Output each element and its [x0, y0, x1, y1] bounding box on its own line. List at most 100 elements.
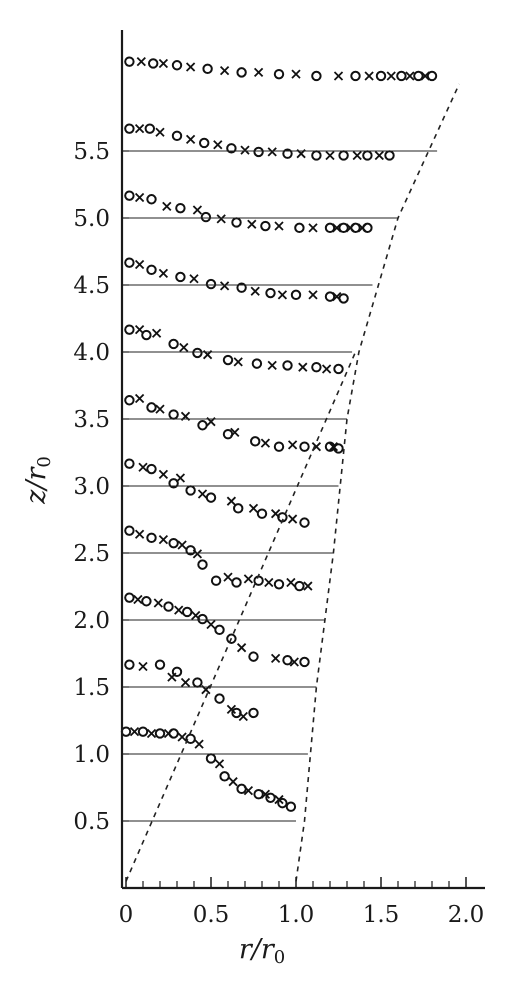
data-point-circle: [141, 329, 152, 341]
data-point-cross: [243, 785, 254, 796]
data-point-circle: [350, 70, 361, 82]
cross-stroke: [247, 219, 257, 229]
x-tick-label: 2.0: [448, 902, 485, 928]
cross-stroke: [206, 619, 216, 630]
cross-stroke: [233, 357, 243, 367]
data-point-circle: [185, 733, 196, 745]
data-point-circle: [168, 537, 179, 549]
data-point-circle: [124, 123, 135, 134]
data-point-circle: [384, 150, 395, 161]
data-point-cross: [223, 572, 233, 582]
data-point-cross: [197, 489, 208, 499]
data-point-cross: [226, 704, 237, 714]
data-point-circle: [202, 63, 213, 75]
data-point-cross: [134, 393, 145, 404]
data-point-cross: [155, 404, 165, 414]
data-point-cross: [158, 268, 169, 279]
data-point-cross: [219, 65, 230, 76]
cross-stroke: [228, 777, 238, 787]
data-point-cross: [236, 643, 247, 653]
data-point-circle: [236, 783, 247, 795]
data-point-cross: [133, 594, 143, 605]
cross-stroke: [134, 393, 145, 404]
cross-stroke: [138, 462, 148, 472]
data-point-circle: [311, 150, 322, 161]
y-tick-label: 3.5: [73, 407, 110, 433]
data-point-cross: [228, 777, 238, 787]
data-point-circle: [299, 517, 310, 528]
data-point-circle: [226, 143, 237, 154]
cross-stroke: [420, 71, 430, 81]
data-point-cross: [405, 71, 415, 81]
cross-stroke: [146, 728, 157, 739]
data-point-circle: [226, 633, 237, 644]
y-tick-label: 2.5: [73, 541, 110, 567]
cross-stroke: [151, 328, 162, 338]
data-point-circle: [338, 150, 349, 161]
cross-stroke: [240, 145, 250, 155]
data-point-circle: [362, 150, 373, 161]
data-point-circle: [426, 70, 438, 82]
data-point-cross: [189, 274, 199, 284]
cross-stroke: [133, 594, 143, 605]
x-tick-label: 1.5: [363, 902, 400, 928]
x-tick-label: 0: [119, 902, 134, 928]
cross-stroke: [332, 223, 342, 233]
data-point-circle: [231, 217, 242, 228]
data-point-circle: [124, 324, 135, 335]
data-point-cross: [267, 360, 277, 371]
cross-stroke: [277, 290, 288, 300]
data-point-circle: [137, 726, 149, 737]
data-point-circle: [205, 278, 217, 290]
data-point-cross: [136, 57, 146, 67]
cross-stroke: [177, 540, 187, 550]
data-point-cross: [247, 219, 257, 229]
data-point-circle: [236, 282, 247, 293]
data-point-circle: [248, 707, 259, 719]
data-point-circle: [231, 577, 242, 588]
cross-stroke: [364, 71, 374, 81]
data-point-cross: [303, 581, 313, 591]
cross-stroke: [230, 427, 240, 438]
cross-stroke: [219, 281, 230, 291]
data-point-circle: [205, 753, 217, 764]
cross-stroke: [289, 657, 299, 667]
cross-stroke: [267, 360, 277, 371]
cross-stroke: [345, 223, 356, 233]
data-point-circle: [146, 402, 157, 413]
data-point-circle: [233, 503, 244, 514]
cross-stroke: [219, 65, 230, 76]
data-point-cross: [185, 62, 196, 72]
data-point-cross: [274, 221, 284, 231]
cross-stroke: [129, 727, 140, 737]
cross-stroke: [134, 124, 145, 134]
data-point-cross: [243, 574, 254, 584]
cross-stroke: [260, 438, 271, 448]
data-point-circle: [248, 651, 259, 662]
data-point-cross: [287, 440, 298, 450]
cross-stroke: [287, 514, 298, 524]
data-point-circle: [192, 347, 203, 359]
data-point-cross: [321, 364, 332, 374]
y-tick-label: 0.5: [73, 809, 110, 835]
data-point-cross: [264, 577, 274, 588]
cross-stroke: [291, 69, 301, 79]
cross-stroke: [213, 140, 223, 150]
cross-stroke: [134, 325, 145, 335]
data-point-cross: [185, 134, 196, 145]
data-point-circle: [185, 485, 196, 496]
x-tick-label: 0.5: [193, 902, 230, 928]
data-point-circle: [338, 293, 349, 304]
data-point-circle: [124, 257, 135, 268]
data-point-cross: [216, 214, 226, 224]
data-point-circle: [251, 358, 263, 369]
data-point-circle: [175, 202, 186, 214]
data-point-circle: [413, 70, 424, 82]
data-point-circle: [124, 525, 135, 536]
data-point-cross: [206, 619, 216, 630]
cross-stroke: [175, 473, 186, 483]
cross-stroke: [134, 529, 145, 539]
cross-stroke: [328, 442, 339, 452]
data-point-cross: [298, 362, 308, 372]
data-point-cross: [386, 71, 396, 81]
